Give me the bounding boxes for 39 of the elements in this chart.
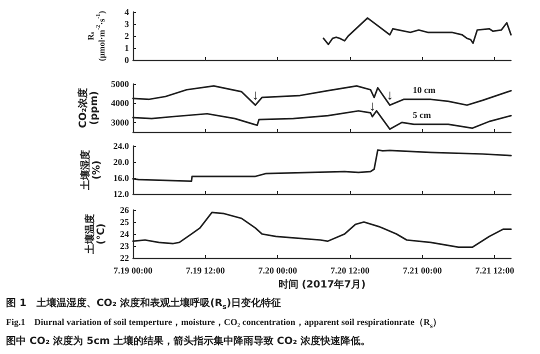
y-tick-label: 0: [124, 55, 130, 65]
text: 图中 CO₂ 浓度为 5cm 土壤的结果，箭头指示集中降雨导致 CO₂ 浓度快速降低。: [6, 334, 372, 349]
x-tick-label: 7.21 12:00: [475, 266, 515, 276]
y-tick-label: 4000: [111, 98, 130, 108]
x-axis-title: 时间 (2017年7月): [278, 278, 366, 290]
y-tick-label: 24.0: [113, 141, 130, 151]
annotation: ↓: [386, 88, 394, 104]
y-tick-label: 12.0: [113, 189, 130, 199]
line-series: [132, 149, 512, 182]
line-series: [132, 110, 512, 130]
series-label: 5 cm: [412, 110, 432, 120]
y-tick-label: 5000: [111, 79, 130, 89]
x-tick-label: 7.20 00:00: [258, 266, 298, 276]
y-tick-label: 3000: [111, 117, 130, 128]
y-tick-label: 4: [124, 7, 130, 17]
y-tick-label: 22: [120, 253, 130, 263]
y-tick-label: 1: [124, 43, 130, 53]
y-tick-label: 26: [120, 205, 130, 215]
y-tick-label: 20.0: [113, 157, 130, 167]
line-series: [132, 212, 512, 248]
y-axis-title: 土壤湿度 (%): [79, 150, 102, 191]
x-tick-label: 7.19 00:00: [114, 266, 153, 276]
y-tick-label: 16.0: [113, 173, 130, 183]
annotation: ↓: [368, 99, 376, 114]
series-label: 10 cm: [412, 84, 436, 95]
y-tick-label: 3: [124, 19, 130, 29]
x-tick-label: 7.19 12:00: [186, 266, 226, 276]
caption: Fig.1 Diurnal variation of soil temperture，moisture，CO₂ concentration，apparent soil respirationrate（R$_{s}$）: [6, 316, 443, 332]
line-series: [322, 17, 512, 46]
y-tick-label: 24: [120, 229, 130, 239]
y-tick-label: 2: [124, 31, 130, 41]
annotation: ↓: [252, 88, 259, 104]
caption: 图 1 土壤温湿度、CO₂ 浓度和表观土壤呼吸(R$_{s}$)日变化特征: [6, 296, 282, 313]
x-tick-label: 7.21 00:00: [402, 266, 442, 276]
x-tick-label: 7.20 12:00: [330, 266, 370, 276]
y-tick-label: 25: [120, 217, 130, 227]
y-axis-title: CO₂浓度 (ppm): [77, 88, 100, 128]
y-axis-title: 土壤温度 (℃): [84, 214, 107, 255]
y-tick-label: 23: [120, 241, 130, 251]
